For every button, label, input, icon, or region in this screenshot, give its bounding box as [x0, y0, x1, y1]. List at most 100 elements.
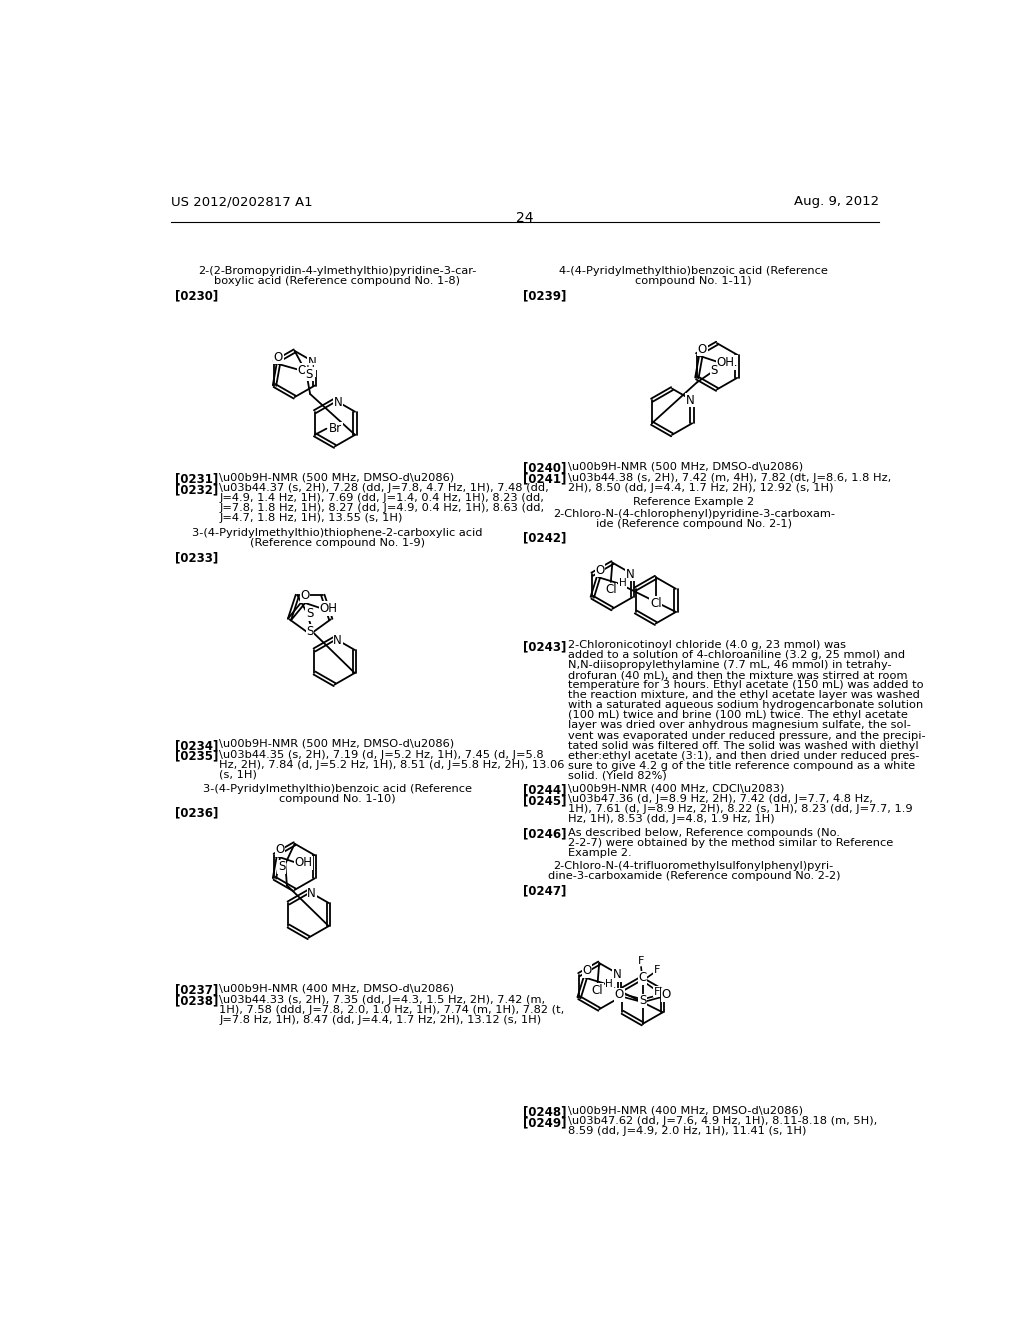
Text: ide (Reference compound No. 2-1): ide (Reference compound No. 2-1)	[596, 519, 792, 529]
Text: \u03b44.37 (s, 2H), 7.28 (dd, J=7.8, 4.7 Hz, 1H), 7.48 (dd,: \u03b44.37 (s, 2H), 7.28 (dd, J=7.8, 4.7…	[219, 483, 549, 494]
Text: S: S	[305, 367, 313, 380]
Text: tated solid was filtered off. The solid was washed with diethyl: tated solid was filtered off. The solid …	[568, 741, 919, 751]
Text: \u03b44.35 (s, 2H), 7.19 (d, J=5.2 Hz, 1H), 7.45 (d, J=5.8: \u03b44.35 (s, 2H), 7.19 (d, J=5.2 Hz, 1…	[219, 750, 544, 760]
Text: [0247]: [0247]	[523, 884, 566, 898]
Text: 2-(2-Bromopyridin-4-ylmethylthio)pyridine-3-car-: 2-(2-Bromopyridin-4-ylmethylthio)pyridin…	[198, 267, 476, 276]
Text: compound No. 1-10): compound No. 1-10)	[279, 793, 395, 804]
Text: N: N	[333, 634, 342, 647]
Text: 8.59 (dd, J=4.9, 2.0 Hz, 1H), 11.41 (s, 1H): 8.59 (dd, J=4.9, 2.0 Hz, 1H), 11.41 (s, …	[568, 1126, 807, 1137]
Text: J=4.7, 1.8 Hz, 1H), 13.55 (s, 1H): J=4.7, 1.8 Hz, 1H), 13.55 (s, 1H)	[219, 513, 402, 523]
Text: O: O	[662, 989, 671, 1001]
Text: \u00b9H-NMR (500 MHz, DMSO-d\u2086): \u00b9H-NMR (500 MHz, DMSO-d\u2086)	[219, 739, 455, 748]
Text: F: F	[653, 986, 659, 997]
Text: layer was dried over anhydrous magnesium sulfate, the sol-: layer was dried over anhydrous magnesium…	[568, 721, 911, 730]
Text: \u00b9H-NMR (500 MHz, DMSO-d\u2086): \u00b9H-NMR (500 MHz, DMSO-d\u2086)	[568, 462, 803, 471]
Text: sure to give 4.2 g of the title reference compound as a white: sure to give 4.2 g of the title referenc…	[568, 760, 915, 771]
Text: 2-2-7) were obtained by the method similar to Reference: 2-2-7) were obtained by the method simil…	[568, 838, 894, 847]
Text: \u03b47.36 (d, J=8.9 Hz, 2H), 7.42 (dd, J=7.7, 4.8 Hz,: \u03b47.36 (d, J=8.9 Hz, 2H), 7.42 (dd, …	[568, 795, 873, 804]
Text: N: N	[334, 396, 342, 409]
Text: J=7.8 Hz, 1H), 8.47 (dd, J=4.4, 1.7 Hz, 2H), 13.12 (s, 1H): J=7.8 Hz, 1H), 8.47 (dd, J=4.4, 1.7 Hz, …	[219, 1015, 542, 1024]
Text: [0235]: [0235]	[174, 750, 218, 763]
Text: C: C	[639, 972, 647, 985]
Text: S: S	[711, 363, 718, 376]
Text: [0232]: [0232]	[174, 483, 218, 496]
Text: \u00b9H-NMR (400 MHz, DMSO-d\u2086): \u00b9H-NMR (400 MHz, DMSO-d\u2086)	[568, 1106, 803, 1115]
Text: O: O	[595, 564, 604, 577]
Text: ether:ethyl acetate (3:1), and then dried under reduced pres-: ether:ethyl acetate (3:1), and then drie…	[568, 751, 920, 760]
Text: N: N	[685, 393, 694, 407]
Text: O: O	[273, 351, 283, 363]
Text: drofuran (40 mL), and then the mixture was stirred at room: drofuran (40 mL), and then the mixture w…	[568, 671, 907, 680]
Text: [0233]: [0233]	[174, 552, 218, 564]
Text: (s, 1H): (s, 1H)	[219, 770, 257, 780]
Text: \u00b9H-NMR (400 MHz, CDCl\u2083): \u00b9H-NMR (400 MHz, CDCl\u2083)	[568, 784, 784, 793]
Text: N: N	[612, 968, 622, 981]
Text: temperature for 3 hours. Ethyl acetate (150 mL) was added to: temperature for 3 hours. Ethyl acetate (…	[568, 681, 924, 690]
Text: 3-(4-Pyridylmethylthio)benzoic acid (Reference: 3-(4-Pyridylmethylthio)benzoic acid (Ref…	[203, 784, 472, 793]
Text: 2H), 8.50 (dd, J=4.4, 1.7 Hz, 2H), 12.92 (s, 1H): 2H), 8.50 (dd, J=4.4, 1.7 Hz, 2H), 12.92…	[568, 483, 834, 492]
Text: [0230]: [0230]	[174, 289, 218, 302]
Text: [0246]: [0246]	[523, 828, 566, 841]
Text: compound No. 1-11): compound No. 1-11)	[636, 276, 752, 286]
Text: dine-3-carboxamide (Reference compound No. 2-2): dine-3-carboxamide (Reference compound N…	[548, 871, 840, 882]
Text: [0231]: [0231]	[174, 473, 218, 486]
Text: US 2012/0202817 A1: US 2012/0202817 A1	[171, 195, 312, 209]
Text: S: S	[278, 861, 285, 874]
Text: vent was evaporated under reduced pressure, and the precipi-: vent was evaporated under reduced pressu…	[568, 730, 926, 741]
Text: [0248]: [0248]	[523, 1106, 566, 1118]
Text: S: S	[639, 994, 646, 1007]
Text: H: H	[605, 979, 613, 989]
Text: [0245]: [0245]	[523, 795, 566, 808]
Text: J=4.9, 1.4 Hz, 1H), 7.69 (dd, J=1.4, 0.4 Hz, 1H), 8.23 (dd,: J=4.9, 1.4 Hz, 1H), 7.69 (dd, J=1.4, 0.4…	[219, 494, 545, 503]
Text: 2-Chloro-N-(4-trifluoromethylsulfonylphenyl)pyri-: 2-Chloro-N-(4-trifluoromethylsulfonylphe…	[554, 862, 834, 871]
Text: added to a solution of 4-chloroaniline (3.2 g, 25 mmol) and: added to a solution of 4-chloroaniline (…	[568, 651, 905, 660]
Text: F: F	[638, 956, 644, 966]
Text: \u03b47.62 (dd, J=7.6, 4.9 Hz, 1H), 8.11-8.18 (m, 5H),: \u03b47.62 (dd, J=7.6, 4.9 Hz, 1H), 8.11…	[568, 1117, 878, 1126]
Text: [0237]: [0237]	[174, 983, 218, 997]
Text: 2-Chloro-N-(4-chlorophenyl)pyridine-3-carboxam-: 2-Chloro-N-(4-chlorophenyl)pyridine-3-ca…	[553, 508, 835, 519]
Text: Cl: Cl	[650, 597, 662, 610]
Text: [0239]: [0239]	[523, 289, 566, 302]
Text: N: N	[308, 356, 316, 370]
Text: \u00b9H-NMR (400 MHz, DMSO-d\u2086): \u00b9H-NMR (400 MHz, DMSO-d\u2086)	[219, 983, 455, 994]
Text: 24: 24	[516, 211, 534, 224]
Text: [0240]: [0240]	[523, 462, 566, 475]
Text: [0234]: [0234]	[174, 739, 218, 752]
Text: [0236]: [0236]	[174, 807, 218, 820]
Text: S: S	[306, 624, 313, 638]
Text: the reaction mixture, and the ethyl acetate layer was washed: the reaction mixture, and the ethyl acet…	[568, 690, 921, 701]
Text: [0249]: [0249]	[523, 1117, 566, 1130]
Text: 1H), 7.61 (d, J=8.9 Hz, 2H), 8.22 (s, 1H), 8.23 (dd, J=7.7, 1.9: 1H), 7.61 (d, J=8.9 Hz, 2H), 8.22 (s, 1H…	[568, 804, 912, 814]
Text: boxylic acid (Reference compound No. 1-8): boxylic acid (Reference compound No. 1-8…	[214, 276, 460, 286]
Text: N: N	[626, 568, 635, 581]
Text: Cl: Cl	[592, 983, 603, 997]
Text: [0241]: [0241]	[523, 473, 566, 486]
Text: [0243]: [0243]	[523, 640, 566, 653]
Text: J=7.8, 1.8 Hz, 1H), 8.27 (dd, J=4.9, 0.4 Hz, 1H), 8.63 (dd,: J=7.8, 1.8 Hz, 1H), 8.27 (dd, J=4.9, 0.4…	[219, 503, 545, 513]
Text: O: O	[300, 589, 309, 602]
Text: OH: OH	[294, 857, 312, 870]
Text: with a saturated aqueous sodium hydrogencarbonate solution: with a saturated aqueous sodium hydrogen…	[568, 701, 924, 710]
Text: N,N-diisopropylethylamine (7.7 mL, 46 mmol) in tetrahy-: N,N-diisopropylethylamine (7.7 mL, 46 mm…	[568, 660, 892, 671]
Text: (100 mL) twice and brine (100 mL) twice. The ethyl acetate: (100 mL) twice and brine (100 mL) twice.…	[568, 710, 908, 721]
Text: Hz, 1H), 8.53 (dd, J=4.8, 1.9 Hz, 1H): Hz, 1H), 8.53 (dd, J=4.8, 1.9 Hz, 1H)	[568, 814, 775, 825]
Text: 4-(4-Pyridylmethylthio)benzoic acid (Reference: 4-(4-Pyridylmethylthio)benzoic acid (Ref…	[559, 267, 828, 276]
Text: O: O	[583, 964, 592, 977]
Text: F: F	[653, 965, 659, 975]
Text: S: S	[306, 607, 313, 620]
Text: \u03b44.33 (s, 2H), 7.35 (dd, J=4.3, 1.5 Hz, 2H), 7.42 (m,: \u03b44.33 (s, 2H), 7.35 (dd, J=4.3, 1.5…	[219, 995, 546, 1005]
Text: [0242]: [0242]	[523, 532, 566, 545]
Text: H: H	[618, 578, 627, 589]
Text: Hz, 2H), 7.84 (d, J=5.2 Hz, 1H), 8.51 (d, J=5.8 Hz, 2H), 13.06: Hz, 2H), 7.84 (d, J=5.2 Hz, 1H), 8.51 (d…	[219, 760, 565, 770]
Text: 2-Chloronicotinoyl chloride (4.0 g, 23 mmol) was: 2-Chloronicotinoyl chloride (4.0 g, 23 m…	[568, 640, 846, 651]
Text: Cl: Cl	[605, 583, 616, 597]
Text: [0244]: [0244]	[523, 784, 566, 797]
Text: Aug. 9, 2012: Aug. 9, 2012	[794, 195, 879, 209]
Text: solid. (Yield 82%): solid. (Yield 82%)	[568, 771, 667, 780]
Text: (Reference compound No. 1-9): (Reference compound No. 1-9)	[250, 539, 425, 548]
Text: OH: OH	[297, 363, 315, 376]
Text: O: O	[697, 343, 707, 356]
Text: 1H), 7.58 (ddd, J=7.8, 2.0, 1.0 Hz, 1H), 7.74 (m, 1H), 7.82 (t,: 1H), 7.58 (ddd, J=7.8, 2.0, 1.0 Hz, 1H),…	[219, 1005, 564, 1015]
Text: O: O	[614, 989, 624, 1001]
Text: O: O	[275, 843, 285, 857]
